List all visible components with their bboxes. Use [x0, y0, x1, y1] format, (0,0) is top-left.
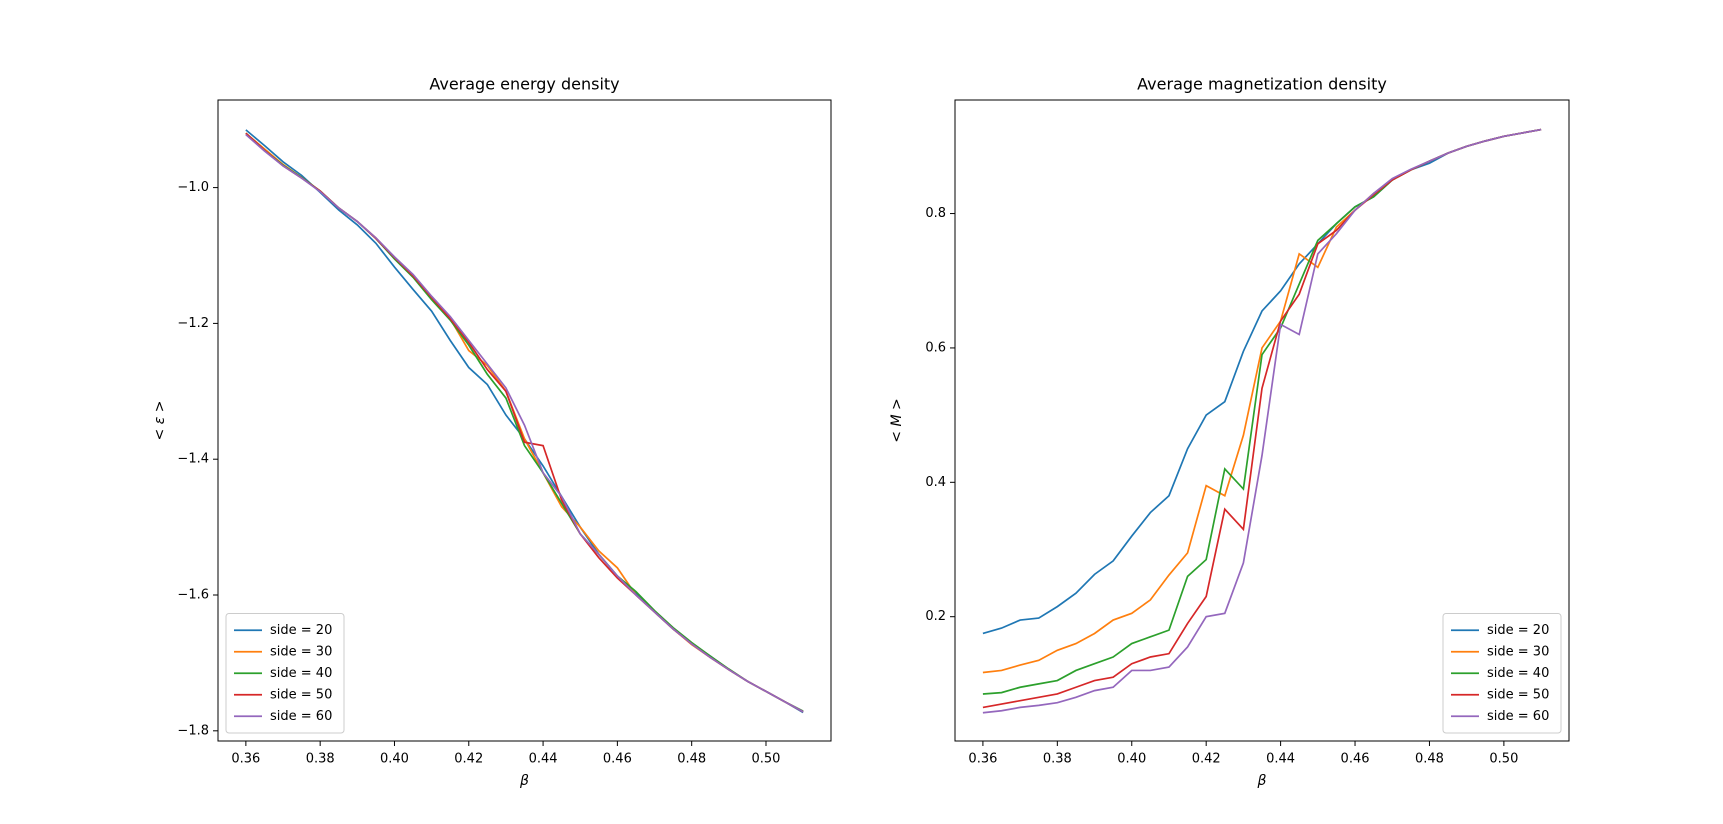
- y-tick-label: 0.6: [925, 340, 946, 355]
- x-axis-label: β: [1257, 773, 1267, 789]
- legend-box: [1442, 613, 1562, 734]
- x-tick-label: 0.50: [752, 752, 781, 767]
- chart-title: Average energy density: [429, 75, 619, 94]
- x-tick-label: 0.44: [529, 752, 558, 767]
- x-tick-label: 0.46: [1341, 752, 1370, 767]
- x-tick-label: 0.36: [231, 752, 260, 767]
- x-tick-label: 0.40: [1117, 752, 1146, 767]
- legend-label: side = 50: [1487, 687, 1549, 702]
- y-axis-label: < M >: [889, 398, 905, 442]
- y-tick-label: 0.2: [925, 609, 946, 624]
- legend-box: [225, 613, 345, 734]
- legend-label: side = 30: [1487, 644, 1549, 659]
- x-tick-label: 0.38: [1043, 752, 1072, 767]
- axes-frame: [954, 99, 1570, 742]
- axes-frame: [217, 99, 832, 742]
- legend-label: side = 40: [270, 666, 332, 681]
- legend-label: side = 40: [1487, 666, 1549, 681]
- legend-label: side = 60: [270, 709, 332, 724]
- y-axis-label: < ε >: [152, 401, 168, 441]
- legend-label: side = 30: [270, 644, 332, 659]
- series-line: [982, 128, 1542, 674]
- x-tick-label: 0.36: [968, 752, 997, 767]
- x-tick-label: 0.42: [454, 752, 483, 767]
- x-tick-label: 0.48: [1415, 752, 1444, 767]
- x-tick-label: 0.44: [1266, 752, 1295, 767]
- x-tick-label: 0.46: [603, 752, 632, 767]
- y-tick-label: −1.6: [177, 588, 209, 603]
- y-tick-label: −1.4: [177, 452, 209, 467]
- x-tick-label: 0.48: [677, 752, 706, 767]
- legend-label: side = 50: [270, 687, 332, 702]
- y-tick-label: −1.2: [177, 316, 209, 331]
- y-tick-label: 0.8: [925, 206, 946, 221]
- legend-label: side = 20: [270, 623, 332, 638]
- y-tick-label: 0.4: [925, 475, 946, 490]
- x-tick-label: 0.38: [306, 752, 335, 767]
- x-axis-label: β: [519, 773, 529, 789]
- series-line: [245, 133, 804, 713]
- legend-label: side = 20: [1487, 623, 1549, 638]
- x-tick-label: 0.50: [1489, 752, 1518, 767]
- series-line: [982, 128, 1542, 695]
- x-tick-label: 0.40: [380, 752, 409, 767]
- series-line: [982, 128, 1542, 635]
- y-tick-label: −1.8: [177, 723, 209, 738]
- y-tick-label: −1.0: [177, 180, 209, 195]
- x-tick-label: 0.42: [1192, 752, 1221, 767]
- chart-title: Average magnetization density: [1137, 75, 1387, 94]
- legend-label: side = 60: [1487, 709, 1549, 724]
- series-line: [982, 128, 1542, 714]
